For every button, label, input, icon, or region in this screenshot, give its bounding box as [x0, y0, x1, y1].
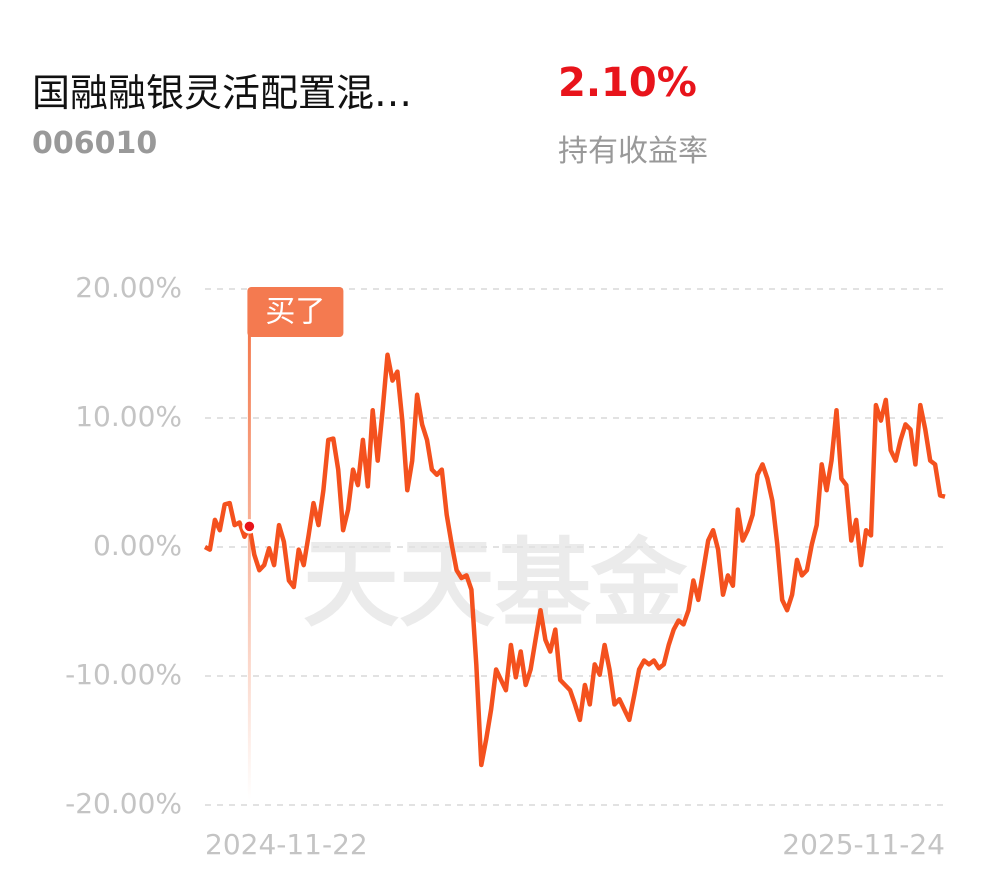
buy-point: [242, 519, 257, 534]
series-line: [203, 352, 946, 768]
y-tick-label: 0.00%: [93, 529, 182, 562]
y-tick-label: -10.00%: [65, 658, 182, 691]
x-tick-label: 2025-11-24: [782, 828, 945, 861]
fund-code: 006010: [32, 126, 158, 161]
return-value: 2.10%: [558, 60, 697, 106]
y-tick-label: -20.00%: [65, 787, 182, 820]
y-tick-label: 20.00%: [75, 271, 182, 304]
fund-title: 国融融银灵活配置混…: [32, 71, 413, 115]
watermark: 天天基金: [303, 527, 688, 640]
buy-tag: [247, 287, 344, 337]
buy-tag-label: 买了: [265, 295, 325, 330]
buy-line: [247, 335, 251, 800]
y-tick-label: 10.00%: [75, 400, 182, 433]
return-label: 持有收益率: [558, 134, 708, 169]
x-tick-label: 2024-11-22: [205, 828, 368, 861]
